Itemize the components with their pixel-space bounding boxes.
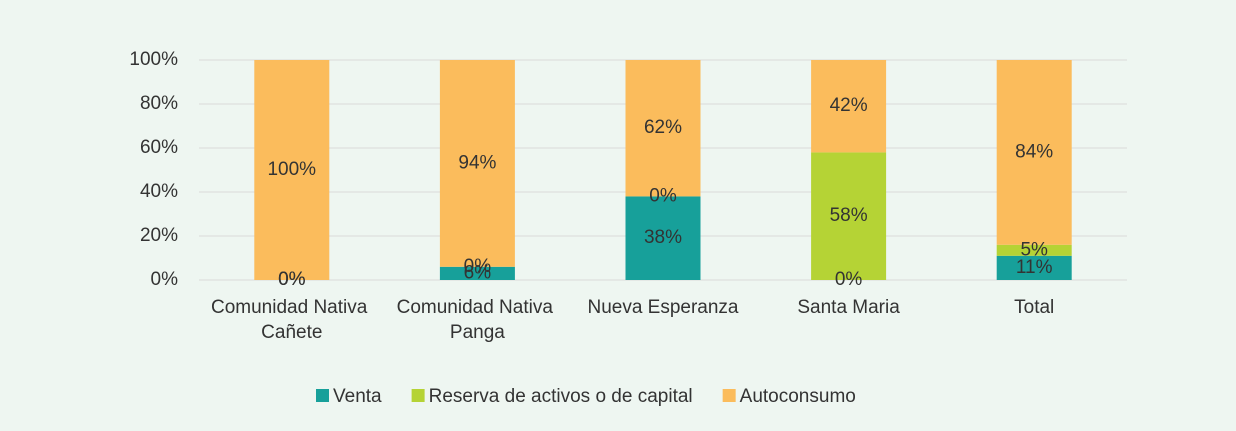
bar-segment <box>811 152 887 280</box>
data-label: 11% <box>1016 257 1053 278</box>
label-line: Cañete <box>261 322 322 343</box>
bar-segment <box>996 255 1072 280</box>
x-tick-label: Comunidad Nativa Panga <box>397 297 559 343</box>
y-tick-label: 60% <box>140 137 178 158</box>
y-tick-label: 0% <box>151 269 179 290</box>
legend-label: Autoconsumo <box>740 386 856 407</box>
legend-label: Venta <box>333 386 382 407</box>
data-label: 94% <box>458 152 496 173</box>
label-line: Comunidad Nativa <box>211 297 373 318</box>
bar-segment <box>625 60 701 197</box>
data-label: 0% <box>278 269 306 290</box>
data-label: 0% <box>649 185 677 206</box>
x-tick-label: Nueva Esperanza <box>587 297 738 318</box>
data-label: 6% <box>464 262 492 283</box>
legend-swatch <box>411 389 425 402</box>
x-tick-label: Santa Maria <box>797 297 900 318</box>
x-tick-label: Total <box>1014 297 1054 318</box>
bar-segment <box>996 244 1072 256</box>
data-label: 0% <box>464 256 492 277</box>
legend-swatch <box>722 389 736 402</box>
label-line: Panga <box>450 322 505 343</box>
x-tick-label: Comunidad Nativa Cañete <box>211 297 373 343</box>
data-label: 100% <box>267 159 316 180</box>
y-tick-label: 20% <box>140 225 178 246</box>
legend-label: Reserva de activos o de capital <box>429 386 693 407</box>
bar-segment <box>625 196 701 280</box>
bar-segment <box>439 266 515 280</box>
data-label: 0% <box>835 269 863 290</box>
data-label: 62% <box>644 117 682 138</box>
data-label: 38% <box>644 227 682 248</box>
data-label: 42% <box>830 95 868 116</box>
bar-segment <box>439 60 515 267</box>
bar-segment <box>811 60 887 153</box>
data-label: 58% <box>830 205 868 226</box>
label-line: Comunidad Nativa <box>397 297 559 318</box>
y-tick-label: 80% <box>140 93 178 114</box>
data-label: 84% <box>1015 141 1053 162</box>
bar-segment <box>254 60 330 280</box>
data-label: 5% <box>1020 239 1048 260</box>
data-label: 0% <box>278 269 306 290</box>
legend-swatch <box>316 389 329 402</box>
bar-segment <box>996 60 1072 245</box>
y-tick-label: 40% <box>140 181 178 202</box>
y-tick-label: 100% <box>129 49 178 70</box>
